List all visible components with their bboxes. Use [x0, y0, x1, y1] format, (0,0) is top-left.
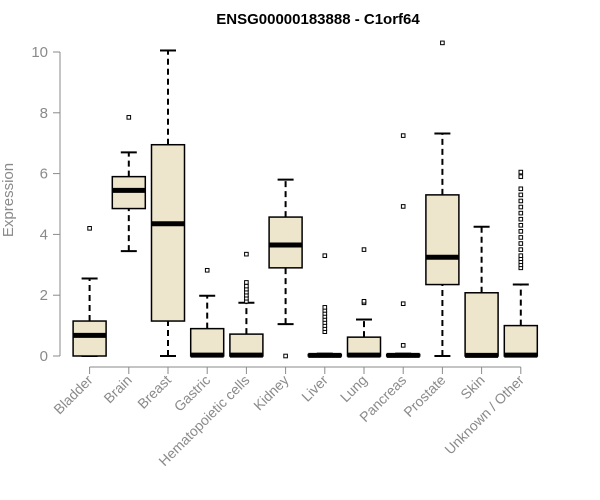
x-tick-label: Kidney: [250, 372, 292, 414]
outlier-point: [400, 301, 406, 307]
y-tick-label: 4: [40, 226, 48, 243]
outlier-point: [283, 353, 288, 359]
x-tick-label: Liver: [298, 372, 331, 405]
x-tick-label: Skin: [457, 372, 488, 403]
outlier-point: [400, 343, 406, 348]
outlier-point: [518, 174, 524, 179]
outlier-point: [244, 280, 249, 285]
outlier-point: [400, 204, 406, 209]
y-tick-label: 8: [40, 105, 48, 122]
box-skin: [464, 225, 499, 358]
y-tick-label: 6: [40, 166, 48, 183]
outlier-point: [518, 241, 524, 246]
y-tick-label: 0: [40, 348, 48, 365]
outlier-point: [244, 283, 249, 289]
box-pancreas: [385, 133, 421, 358]
outlier-point: [126, 115, 132, 120]
outlier-point: [244, 251, 249, 257]
box-liver: [307, 253, 343, 358]
box-iqr: [464, 292, 499, 357]
x-tick-label: Bladder: [50, 372, 96, 418]
x-tick-label: Lung: [337, 372, 370, 405]
box-iqr: [425, 194, 460, 286]
outlier-point: [322, 305, 328, 310]
box-iqr: [72, 320, 107, 357]
box-hematopoietic-cells: [229, 251, 264, 358]
outlier-point: [518, 204, 524, 210]
outlier-point: [518, 198, 524, 204]
outlier-point: [518, 216, 524, 222]
box-lung: [346, 247, 382, 358]
outlier-point: [361, 298, 367, 304]
outlier-point: [518, 229, 524, 234]
outlier-point: [518, 247, 524, 252]
outlier-point: [518, 253, 524, 258]
box-iqr: [189, 327, 225, 357]
box-bladder: [72, 226, 107, 357]
y-axis: 0 2 4 6 8 10: [31, 44, 61, 365]
box-iqr: [503, 324, 539, 357]
box-prostate: [425, 40, 460, 357]
outlier-point: [518, 169, 524, 175]
y-axis-label: Expression: [0, 163, 17, 237]
y-tick-label: 2: [40, 287, 48, 304]
outlier-point: [518, 210, 524, 216]
outlier-point: [204, 267, 210, 273]
outlier-point: [87, 226, 92, 231]
box-unknown-other: [503, 169, 539, 358]
outlier-point: [440, 40, 445, 46]
outlier-point: [518, 186, 524, 192]
box-breast: [150, 49, 186, 357]
x-tick-label: Breast: [134, 372, 174, 412]
box-kidney: [268, 178, 303, 359]
outlier-point: [400, 133, 406, 138]
box-iqr: [150, 143, 186, 322]
outlier-point: [518, 222, 524, 228]
x-tick-label: Prostate: [400, 372, 448, 420]
outlier-point: [361, 247, 367, 252]
box-iqr: [268, 216, 303, 269]
outlier-point: [518, 192, 524, 198]
chart-title: ENSG00000183888 - C1orf64: [216, 11, 420, 28]
box-gastric: [189, 267, 225, 358]
y-tick-label: 10: [31, 44, 48, 61]
outlier-point: [322, 253, 328, 258]
outlier-point: [518, 235, 524, 240]
box-brain: [111, 115, 147, 253]
box-series: [72, 40, 539, 359]
x-tick-label: Brain: [100, 372, 134, 406]
